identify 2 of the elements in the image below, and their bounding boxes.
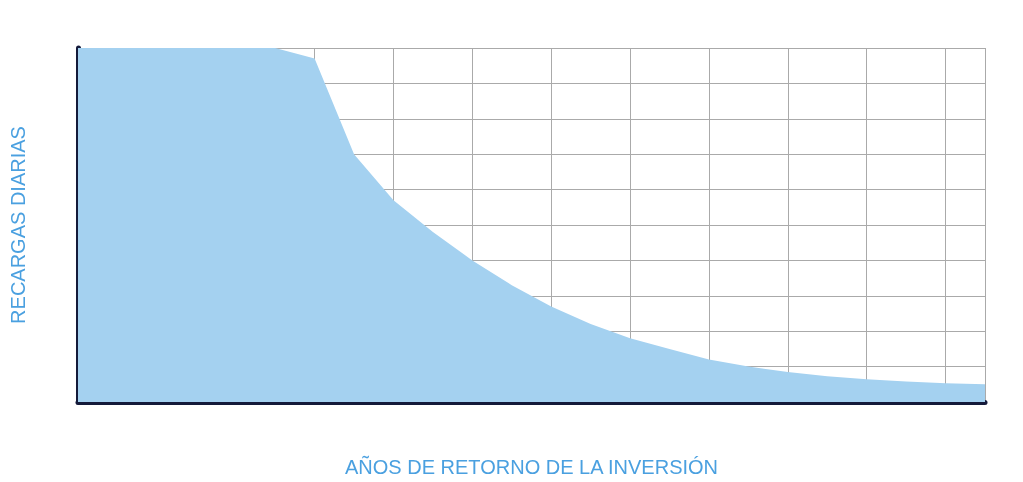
x-axis-title: AÑOS DE RETORNO DE LA INVERSIÓN bbox=[344, 455, 719, 478]
y-axis-title: RECARGAS DIARIAS bbox=[7, 126, 29, 324]
